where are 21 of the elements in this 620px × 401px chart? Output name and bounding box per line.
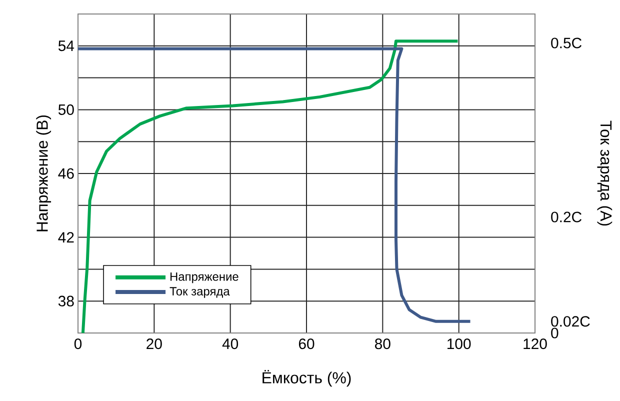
x-axis-title: Ёмкость (%) <box>262 370 351 387</box>
legend-label: Напряжение <box>170 272 238 284</box>
y-tick-label: 42 <box>58 232 74 243</box>
y-axis-title: Напряжение (В) <box>36 115 52 232</box>
y2-tick-label: 0.2C <box>551 212 582 222</box>
y-tick-label: 38 <box>58 296 74 306</box>
y-tick-label: 54 <box>58 40 74 52</box>
x-tick-label: 120 <box>524 338 547 350</box>
y2-tick-label: 0.02C <box>551 316 590 327</box>
y2-tick-label: 0 <box>551 328 558 338</box>
y2-tick-label: 0.5C <box>551 38 582 48</box>
x-tick-label: 80 <box>375 338 390 350</box>
y2-axis-title: Ток заряда (А) <box>597 120 612 226</box>
x-tick-label: 40 <box>222 338 238 350</box>
x-tick-label: 60 <box>298 338 314 350</box>
y-tick-label: 46 <box>58 168 74 179</box>
y-tick-label: 50 <box>58 104 74 115</box>
x-tick-label: 100 <box>448 338 471 350</box>
x-tick-label: 20 <box>146 338 162 350</box>
legend-label: Ток заряда <box>170 287 230 298</box>
x-tick-label: 0 <box>74 338 82 350</box>
